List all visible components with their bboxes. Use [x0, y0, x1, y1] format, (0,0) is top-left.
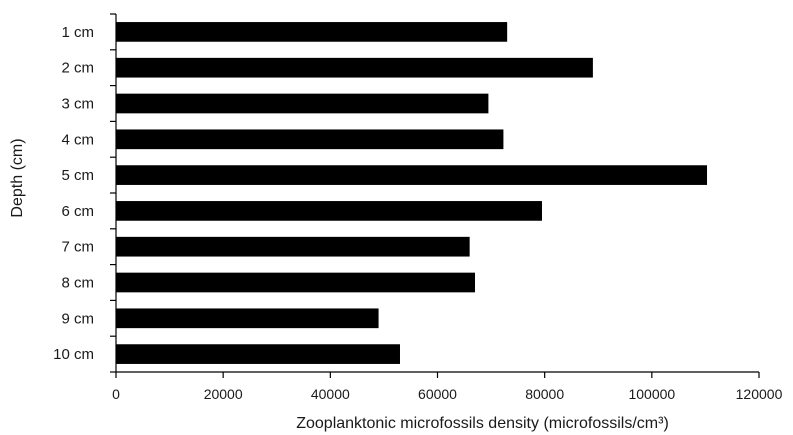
- x-tick-label: 0: [112, 386, 120, 402]
- x-tick-label: 40000: [311, 386, 350, 402]
- bar-4: [116, 129, 504, 150]
- bar-3: [116, 93, 489, 114]
- x-axis-title: Zooplanktonic microfossils density (micr…: [296, 415, 669, 432]
- bars-group: [116, 22, 708, 364]
- x-tick-label: 60000: [418, 386, 457, 402]
- x-tick-labels: 0 20000 40000 60000 80000 100000 120000: [112, 386, 782, 402]
- y-axis-title: Depth (cm): [9, 138, 26, 217]
- x-tick-label: 120000: [736, 386, 783, 402]
- y-tick-label: 2 cm: [61, 60, 94, 77]
- bar-2: [116, 57, 593, 78]
- bar-6: [116, 201, 542, 221]
- y-tick-label: 5 cm: [61, 167, 94, 184]
- y-tick-label: 8 cm: [61, 275, 94, 292]
- bar-8: [116, 272, 476, 293]
- x-tick-marks: [115, 372, 760, 378]
- y-tick-label: 10 cm: [53, 346, 94, 363]
- x-tick-label: 20000: [204, 386, 243, 402]
- y-tick-label: 9 cm: [61, 310, 94, 327]
- x-tick-label: 100000: [628, 386, 675, 402]
- y-tick-label: 1 cm: [61, 24, 94, 41]
- y-tick-label: 4 cm: [61, 131, 94, 148]
- y-tick-labels: 1 cm 2 cm 3 cm 4 cm 5 cm 6 cm 7 cm 8 cm 9 cm 10 c…: [53, 24, 94, 363]
- y-tick-label: 7 cm: [61, 239, 94, 256]
- y-tick-marks: [110, 13, 116, 373]
- bar-10: [116, 344, 400, 364]
- bar-9: [116, 308, 379, 329]
- bar-7: [116, 236, 470, 257]
- y-tick-label: 3 cm: [61, 96, 94, 113]
- bar-5: [116, 165, 708, 185]
- y-tick-label: 6 cm: [61, 203, 94, 220]
- x-tick-label: 80000: [525, 386, 564, 402]
- bar-1: [116, 22, 508, 42]
